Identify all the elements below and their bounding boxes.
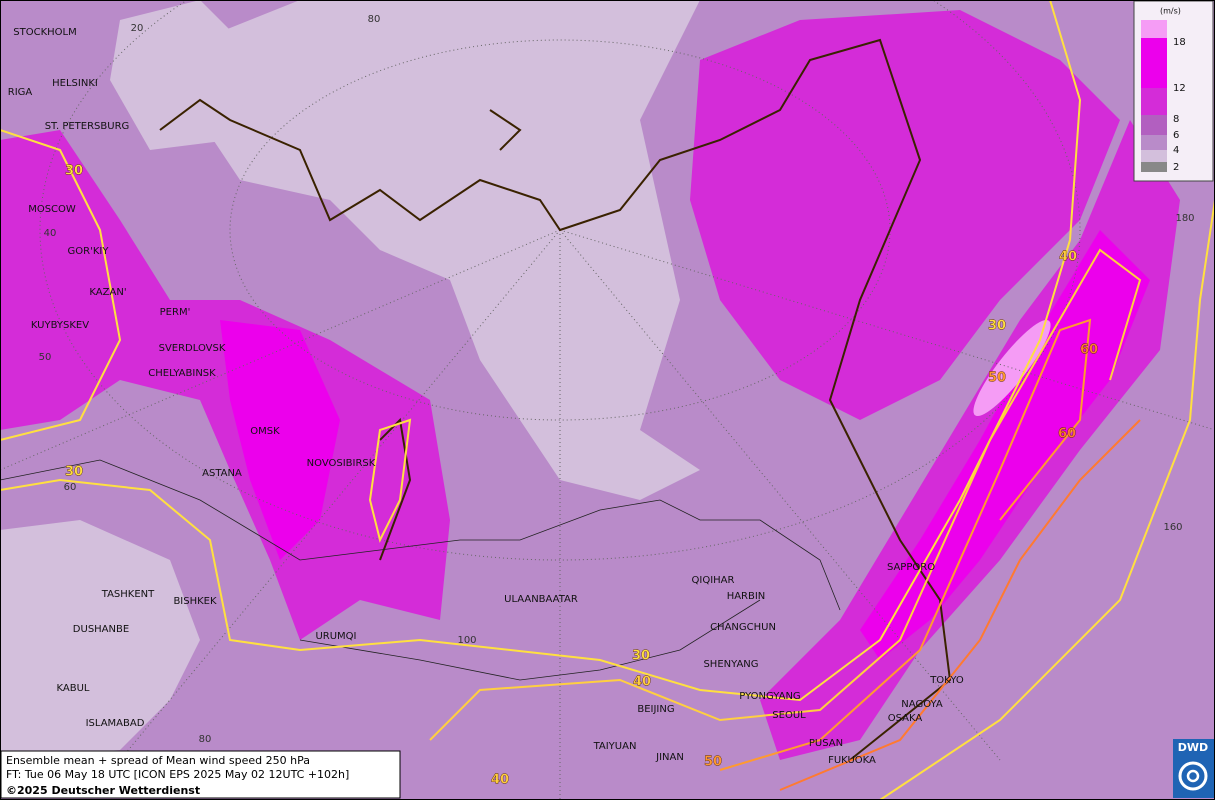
caption-line: ©2025 Deutscher Wetterdienst: [6, 784, 200, 797]
jet-core: [220, 230, 1150, 660]
logo-icon: [1178, 761, 1208, 791]
city-label: ASTANA: [202, 468, 242, 479]
city-label: SVERDLOVSK: [159, 343, 226, 354]
legend-swatch: [1141, 150, 1167, 162]
city-label: GOR'KIY: [68, 246, 110, 257]
legend: (m/s) 18 12 8 6 4 2: [1133, 0, 1214, 182]
grid-label: 160: [1163, 522, 1182, 533]
city-label: PYONGYANG: [739, 691, 800, 702]
city-label: OSAKA: [888, 713, 923, 724]
light-areas: [0, 0, 700, 760]
city-label: MOSCOW: [28, 204, 76, 215]
city-label: PUSAN: [809, 738, 843, 749]
legend-swatch: [1141, 162, 1167, 172]
city-label: DUSHANBE: [73, 624, 129, 635]
city-label: KAZAN': [89, 287, 126, 298]
legend-level: 6: [1173, 130, 1179, 141]
city-label: SAPPORO: [887, 562, 935, 573]
city-label: SEOUL: [772, 710, 806, 721]
contour-label: 60: [1058, 427, 1076, 442]
city-label: ST. PETERSBURG: [45, 121, 130, 132]
city-label: RIGA: [8, 87, 33, 98]
city-label: CHELYABINSK: [148, 368, 216, 379]
legend-unit: (m/s): [1160, 7, 1181, 16]
caption-line: FT: Tue 06 May 18 UTC [ICON EPS 2025 May…: [6, 768, 349, 781]
contour-label: 30: [632, 649, 650, 664]
city-label: URUMQI: [315, 631, 356, 642]
city-labels: STOCKHOLM HELSINKI RIGA ST. PETERSBURG M…: [8, 27, 964, 766]
logo-icon: [1186, 769, 1200, 783]
contour-labels: 30 30 30 40 50 60 60 30 40 50 40: [65, 163, 1098, 788]
city-label: JINAN: [655, 752, 684, 763]
grid-label: 40: [44, 228, 57, 239]
grid-label: 80: [199, 734, 212, 745]
legend-swatch: [1141, 20, 1167, 38]
legend-swatch: [1141, 135, 1167, 150]
city-label: STOCKHOLM: [13, 27, 76, 38]
city-label: TAIYUAN: [593, 741, 637, 752]
city-label: TOKYO: [929, 675, 964, 686]
caption: Ensemble mean + spread of Mean wind spee…: [0, 750, 401, 799]
city-label: FUKUOKA: [828, 755, 876, 766]
legend-level: 8: [1173, 114, 1179, 125]
city-label: ISLAMABAD: [86, 718, 145, 729]
legend-swatch: [1141, 38, 1167, 88]
city-label: HELSINKI: [52, 78, 98, 89]
contour-label: 30: [65, 465, 83, 480]
city-label: BEIJING: [637, 704, 674, 715]
coastlines: [159, 38, 952, 761]
city-label: TASHKENT: [101, 589, 155, 600]
contour-label: 30: [65, 164, 83, 179]
grid-label: 50: [39, 352, 52, 363]
contour-label: 40: [633, 675, 651, 690]
legend-swatch: [1141, 88, 1167, 115]
city-label: SHENYANG: [703, 659, 758, 670]
city-label: QIQIHAR: [692, 575, 735, 586]
contour-label: 50: [704, 755, 722, 770]
grid-label: 60: [64, 482, 77, 493]
contour-label: 60: [1080, 343, 1098, 358]
legend-level: 2: [1173, 162, 1179, 173]
grid-label: 180: [1175, 213, 1194, 224]
logo-text: DWD: [1178, 741, 1208, 754]
contour-label: 30: [988, 319, 1006, 334]
legend-level: 12: [1173, 83, 1186, 94]
city-label: KUYBYSKEV: [31, 320, 89, 331]
city-label: BISHKEK: [173, 596, 217, 607]
contour-label: 40: [491, 773, 509, 788]
grid-label: 80: [368, 14, 381, 25]
city-label: HARBIN: [727, 591, 766, 602]
city-label: CHANGCHUN: [710, 622, 776, 633]
caption-line: Ensemble mean + spread of Mean wind spee…: [6, 754, 310, 767]
legend-level: 18: [1173, 37, 1186, 48]
borders: [0, 459, 841, 681]
contour-label: 50: [988, 371, 1006, 386]
city-label: OMSK: [250, 426, 280, 437]
grid-label: 20: [131, 23, 144, 34]
city-label: KABUL: [57, 683, 90, 694]
contour-label: 40: [1059, 250, 1077, 265]
city-label: PERM': [160, 307, 191, 318]
grid-label: 100: [457, 635, 476, 646]
city-label: ULAANBAATAR: [504, 594, 578, 605]
logo: DWD: [1173, 739, 1214, 798]
grid-labels: 20 80 40 50 60 100 80 180 160: [39, 14, 1195, 745]
city-label: NAGOYA: [901, 699, 943, 710]
legend-level: 4: [1173, 145, 1179, 156]
legend-swatch: [1141, 115, 1167, 135]
city-label: NOVOSIBIRSK: [307, 458, 376, 469]
